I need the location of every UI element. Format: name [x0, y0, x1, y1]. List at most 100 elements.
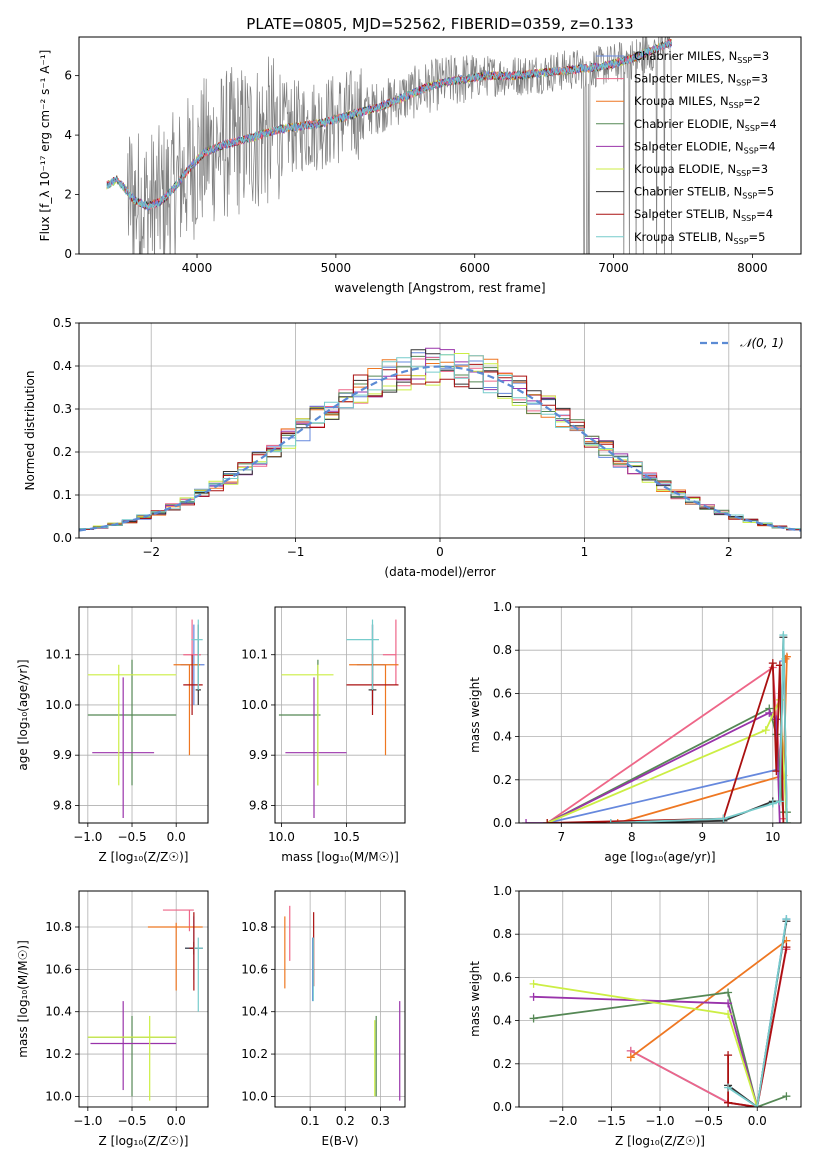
spectrum-legend-label: Kroupa MILES, NSSP=2: [634, 94, 760, 110]
weight-point-marker: [779, 819, 788, 823]
weight-point-marker: [724, 1010, 733, 1019]
age_vs_Z-ytick-label: 9.8: [53, 798, 72, 812]
weight-series-line: [630, 939, 787, 1059]
age_vs_Z-axes: [79, 607, 208, 823]
weight-point-marker: [724, 1051, 733, 1060]
figure-title: PLATE=0805, MJD=52562, FIBERID=0359, z=0…: [246, 15, 633, 33]
weight_vs_Z-xtick-label: −2.0: [548, 1114, 577, 1128]
spectrum-legend-label: Kroupa STELIB, NSSP=5: [634, 230, 765, 246]
weight-point-marker: [724, 988, 733, 997]
residuals-ytick-label: 0.0: [53, 531, 72, 545]
mass_vs_ebv-xtick-label: 0.2: [336, 1114, 355, 1128]
weight-point-marker: [768, 799, 777, 808]
weight-point-marker: [724, 1083, 733, 1092]
errorbar-point: [285, 677, 347, 818]
weight-point-marker: [782, 943, 791, 952]
weight_vs_age-xtick-label: 7: [557, 830, 565, 844]
mass_vs_Z-axes: [79, 891, 208, 1107]
weight-point-marker: [768, 659, 777, 668]
mass_vs_ebv-ytick-label: 10.0: [241, 1089, 268, 1103]
weight-point-marker: [626, 1053, 635, 1062]
weight_vs_age-xtick-label: 9: [698, 830, 706, 844]
errorbar-point: [191, 619, 203, 690]
weight-point-marker: [775, 819, 784, 823]
residuals-xtick-label: 2: [725, 545, 733, 559]
age_vs_Z-xlabel: Z [log₁₀(Z/Z☉)]: [99, 850, 189, 864]
mass_vs_ebv-xtick-label: 0.1: [301, 1114, 320, 1128]
weight_vs_Z-ytick-label: 0.8: [493, 927, 512, 941]
age_vs_Z-plot-area: [87, 619, 205, 818]
weight-point-marker: [772, 767, 781, 776]
spectrum-ytick-label: 2: [64, 188, 72, 202]
weight_vs_Z-ylabel: mass weight: [468, 961, 482, 1037]
spectrum-legend-label: Chabrier MILES, NSSP=3: [634, 49, 769, 65]
mass_vs_ebv-axes: [275, 891, 405, 1107]
weight-point-marker: [719, 814, 728, 823]
mass_vs_Z-ytick-label: 10.6: [45, 962, 72, 976]
residuals-ylabel: Normed distribution: [23, 371, 37, 491]
mass_vs_ebv-xtick-label: 0.3: [371, 1114, 390, 1128]
spectrum-legend-label: Kroupa ELODIE, NSSP=3: [634, 162, 768, 178]
weight_vs_age-ytick-label: 0.8: [493, 643, 512, 657]
weight-series-line: [546, 699, 788, 823]
weight_vs_age-ylabel: mass weight: [468, 677, 482, 753]
errorbar-point: [173, 664, 201, 756]
spectrum-model-line: [106, 40, 672, 210]
residuals-plot-area: [79, 347, 801, 533]
weight-point-marker: [543, 819, 552, 823]
age_vs_Z-xtick-label: −1.0: [73, 830, 102, 844]
weight_vs_age-ytick-label: 1.0: [493, 600, 512, 614]
weight_vs_Z-xtick-label: 0.0: [748, 1114, 767, 1128]
errorbar-point: [346, 619, 379, 690]
weight-point-marker: [613, 819, 622, 823]
residual-histogram: [79, 363, 801, 532]
mass_vs_Z-xlabel: Z [log₁₀(Z/Z☉)]: [99, 1134, 189, 1148]
weight_vs_age-plot-area: [522, 631, 791, 823]
weight-series-line: [610, 635, 788, 823]
weight_vs_age-ytick-label: 0.6: [493, 686, 512, 700]
spectrum-ytick-label: 4: [64, 128, 72, 142]
errorbar-point: [193, 937, 203, 1012]
weight-point-marker: [765, 708, 774, 717]
weight_vs_Z-xtick-label: −1.0: [645, 1114, 674, 1128]
weight_vs_age-ytick-label: 0.2: [493, 773, 512, 787]
spectrum-ytick-label: 0: [64, 247, 72, 261]
weight-series-line: [727, 918, 788, 1107]
weight_vs_age-xlabel: age [log₁₀(age/yr)]: [604, 850, 715, 864]
spectrum-data-line: [106, 37, 672, 254]
weight_vs_Z-plot-area: [529, 915, 791, 1107]
residuals-axes: [79, 322, 801, 539]
weight-point-marker: [761, 726, 770, 735]
mass_vs_Z-ytick-label: 10.8: [45, 920, 72, 934]
residuals-xtick-label: −2: [142, 545, 160, 559]
weight-series-line: [610, 637, 788, 823]
errorbar-point: [87, 659, 177, 786]
spectrum-xtick-label: 7000: [598, 261, 629, 275]
weight_vs_age-frame: [518, 606, 802, 824]
spectrum-xtick-label: 6000: [459, 261, 490, 275]
errorbar-point: [162, 909, 194, 932]
spectrum-frame: [78, 36, 802, 255]
weight-point-marker: [529, 1014, 538, 1023]
mass_vs_Z-frame: [78, 890, 209, 1108]
weight_vs_Z-xtick-label: −1.5: [597, 1114, 626, 1128]
weight_vs_age-ytick-label: 0.4: [493, 730, 512, 744]
residuals-ytick-label: 0.2: [53, 445, 72, 459]
spectrum-legend-label: Chabrier ELODIE, NSSP=4: [634, 117, 777, 133]
age_vs_mass-ytick-label: 9.8: [249, 798, 268, 812]
age_vs_Z-ylabel: age [log₁₀(age/yr)]: [16, 659, 30, 770]
mass_vs_ebv-xlabel: E(B-V): [321, 1134, 358, 1148]
mass_vs_ebv-frame: [274, 890, 406, 1108]
errorbar-point: [87, 664, 177, 786]
age_vs_Z-ytick-label: 10.1: [45, 648, 72, 662]
spectrum-axes: [106, 37, 672, 254]
weight-point-marker: [782, 1092, 791, 1101]
spectrum-legend-label: Salpeter ELODIE, NSSP=4: [634, 139, 776, 155]
mass_vs_Z-xtick-label: 0.0: [167, 1114, 186, 1128]
errorbar-point: [189, 912, 199, 991]
errorbar-point: [87, 1015, 177, 1101]
spectrum-xtick-label: 5000: [321, 261, 352, 275]
residuals-ytick-label: 0.4: [53, 359, 72, 373]
weight_vs_age-xtick-label: 10: [765, 830, 780, 844]
